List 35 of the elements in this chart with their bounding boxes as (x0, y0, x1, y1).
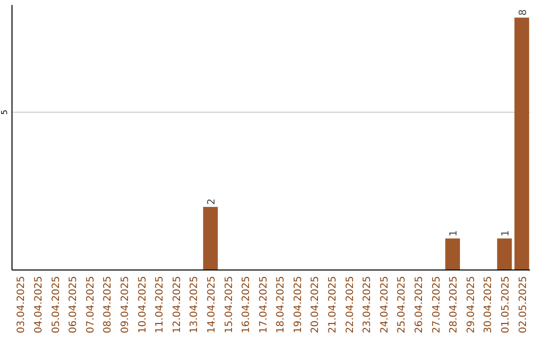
x-tick-label: 08.04.2025 (102, 276, 114, 334)
x-tick-label: 26.04.2025 (414, 276, 426, 334)
x-tick-label: 28.04.2025 (448, 276, 460, 334)
x-tick-label: 16.04.2025 (241, 276, 252, 334)
x-tick-label: 10.04.2025 (137, 276, 148, 334)
x-tick-label: 27.04.2025 (431, 276, 442, 334)
data-label: 2 (206, 198, 218, 205)
x-tick-label: 21.04.2025 (328, 276, 339, 334)
x-tick-label: 11.04.2025 (154, 276, 166, 334)
x-tick-label: 20.04.2025 (310, 276, 322, 334)
x-tick-label: 03.04.2025 (16, 276, 28, 334)
x-tick-label: 06.04.2025 (68, 276, 80, 334)
x-tick-label: 04.04.2025 (34, 276, 45, 334)
x-tick-label: 12.04.2025 (172, 276, 183, 334)
x-tick-label: 22.04.2025 (344, 276, 356, 334)
x-tick-label: 23.04.2025 (362, 276, 374, 334)
x-tick-label: 29.04.2025 (466, 276, 477, 334)
x-tick-label: 18.04.2025 (276, 276, 287, 334)
x-tick-label: 05.04.2025 (50, 276, 62, 334)
data-label: 1 (500, 230, 512, 236)
data-label: 8 (518, 9, 529, 16)
x-tick-label: 07.04.2025 (85, 276, 96, 334)
x-tick-label: 01.05.2025 (500, 276, 512, 334)
y-tick-label: 5 (0, 110, 9, 115)
x-tick-label: 19.04.2025 (292, 276, 304, 334)
x-tick-label: 09.04.2025 (120, 276, 131, 334)
x-tick-label: 25.04.2025 (396, 276, 408, 334)
x-tick-label: 14.04.2025 (206, 276, 218, 334)
x-tick-label: 30.04.2025 (483, 276, 494, 334)
x-tick-label: 24.04.2025 (379, 276, 390, 334)
data-label: 1 (448, 230, 460, 236)
x-tick-label: 15.04.2025 (224, 276, 235, 334)
x-tick-label: 13.04.2025 (189, 276, 200, 334)
x-tick-label: 17.04.2025 (258, 276, 270, 334)
x-tick-label: 02.05.2025 (518, 276, 529, 334)
